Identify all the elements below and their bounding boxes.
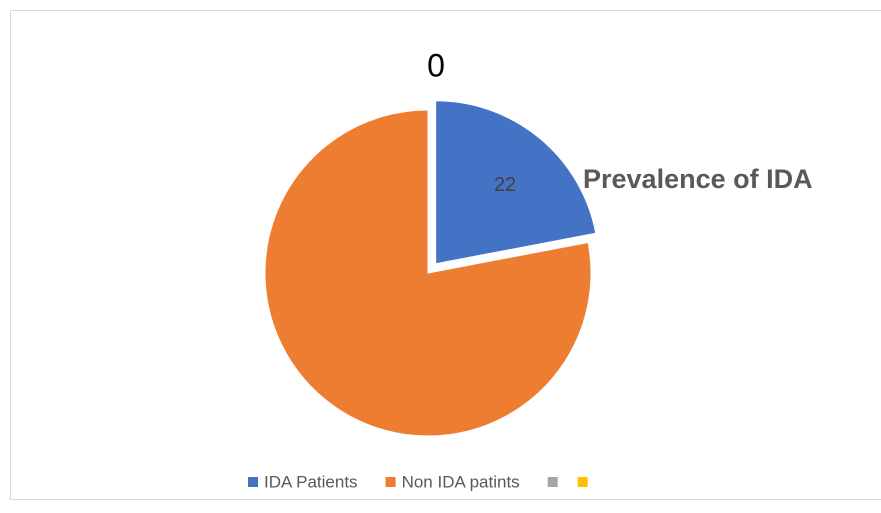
data-label: 22 — [494, 174, 516, 196]
legend-marker — [577, 477, 588, 487]
data-label: 0 — [427, 47, 445, 83]
chart-title: Prevalence of IDA — [583, 164, 813, 194]
legend-label: IDA Patients — [264, 472, 358, 491]
pie-slice — [264, 109, 592, 437]
legend-marker — [547, 477, 558, 487]
legend-marker — [248, 477, 258, 487]
legend-label: Non IDA patints — [402, 472, 520, 491]
pie-slice — [435, 100, 597, 265]
legend-marker — [385, 477, 396, 487]
